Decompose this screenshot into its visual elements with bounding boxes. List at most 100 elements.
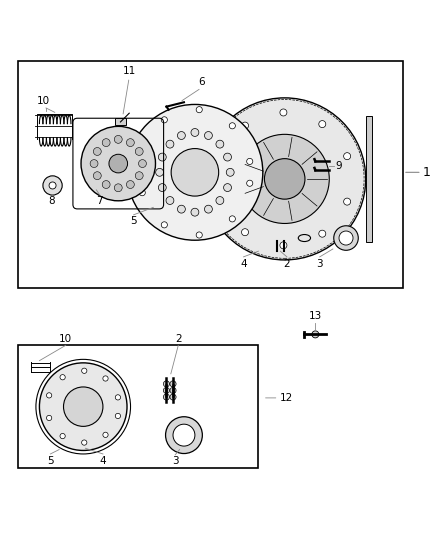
Circle shape (102, 139, 110, 147)
Text: 3: 3 (172, 456, 179, 466)
Text: 11: 11 (123, 66, 136, 76)
Circle shape (280, 109, 287, 116)
Circle shape (43, 176, 62, 195)
Text: 3: 3 (316, 259, 323, 269)
Circle shape (344, 152, 351, 160)
Circle shape (319, 120, 326, 127)
Circle shape (226, 168, 234, 176)
Circle shape (163, 387, 170, 393)
Ellipse shape (298, 235, 311, 241)
Circle shape (319, 230, 326, 237)
Circle shape (49, 182, 56, 189)
Text: 9: 9 (335, 161, 342, 171)
Circle shape (46, 415, 52, 421)
Circle shape (170, 387, 176, 393)
Text: 7: 7 (96, 197, 103, 206)
Circle shape (159, 184, 166, 191)
Text: 4: 4 (240, 259, 247, 269)
Circle shape (223, 153, 231, 161)
Bar (366, 116, 372, 242)
Circle shape (127, 139, 134, 147)
Circle shape (163, 381, 170, 387)
Circle shape (161, 117, 167, 123)
Circle shape (170, 394, 176, 400)
Circle shape (166, 197, 174, 205)
Circle shape (344, 198, 351, 205)
Circle shape (138, 159, 146, 167)
Circle shape (247, 158, 253, 165)
Circle shape (229, 123, 235, 129)
Circle shape (46, 393, 52, 398)
Text: 2: 2 (283, 259, 290, 269)
Circle shape (109, 154, 127, 173)
Circle shape (205, 132, 212, 140)
Text: 8: 8 (48, 197, 55, 206)
Circle shape (166, 417, 202, 454)
Circle shape (166, 140, 174, 148)
Circle shape (240, 134, 329, 223)
Text: 1: 1 (423, 166, 431, 179)
Text: 10: 10 (36, 96, 49, 106)
Circle shape (177, 205, 185, 213)
Circle shape (103, 376, 108, 381)
Circle shape (216, 140, 224, 148)
Circle shape (102, 181, 110, 189)
Text: 5: 5 (47, 456, 54, 466)
Circle shape (218, 196, 225, 203)
Circle shape (171, 149, 219, 196)
Circle shape (205, 205, 212, 213)
Text: 6: 6 (198, 77, 205, 87)
Circle shape (135, 172, 143, 180)
Bar (18, 61, 403, 288)
Circle shape (103, 432, 108, 438)
Circle shape (196, 107, 202, 113)
Bar (18, 345, 258, 468)
Circle shape (196, 232, 202, 238)
Circle shape (170, 381, 176, 387)
Text: 10: 10 (59, 335, 72, 344)
Circle shape (339, 231, 353, 245)
Circle shape (81, 126, 155, 201)
Circle shape (60, 433, 65, 439)
Circle shape (161, 222, 167, 228)
Circle shape (90, 159, 98, 167)
Circle shape (216, 197, 224, 205)
Circle shape (312, 331, 319, 338)
Text: 2: 2 (175, 335, 182, 344)
Circle shape (93, 148, 101, 156)
Circle shape (241, 122, 248, 129)
Circle shape (223, 184, 231, 191)
Circle shape (127, 181, 134, 189)
Text: 5: 5 (130, 216, 137, 226)
Circle shape (139, 190, 145, 196)
Circle shape (247, 180, 253, 187)
Circle shape (81, 440, 87, 445)
Text: 4: 4 (99, 456, 106, 466)
Circle shape (334, 226, 358, 251)
Circle shape (81, 368, 87, 374)
Circle shape (159, 153, 166, 161)
Text: 13: 13 (309, 311, 322, 321)
Circle shape (177, 132, 185, 140)
Circle shape (173, 424, 195, 446)
Circle shape (114, 184, 122, 192)
Circle shape (127, 104, 263, 240)
Circle shape (64, 387, 103, 426)
Circle shape (60, 375, 65, 380)
Circle shape (265, 159, 305, 199)
Circle shape (39, 363, 127, 450)
Circle shape (163, 394, 170, 400)
Text: 12: 12 (279, 393, 293, 403)
Circle shape (115, 413, 120, 418)
Circle shape (139, 149, 145, 155)
Circle shape (115, 395, 120, 400)
Circle shape (218, 155, 225, 162)
Bar (115, 118, 126, 125)
Circle shape (204, 98, 366, 260)
Circle shape (229, 216, 235, 222)
Circle shape (280, 242, 287, 249)
Circle shape (155, 168, 163, 176)
Circle shape (93, 172, 101, 180)
Circle shape (135, 148, 143, 156)
Circle shape (191, 208, 199, 216)
